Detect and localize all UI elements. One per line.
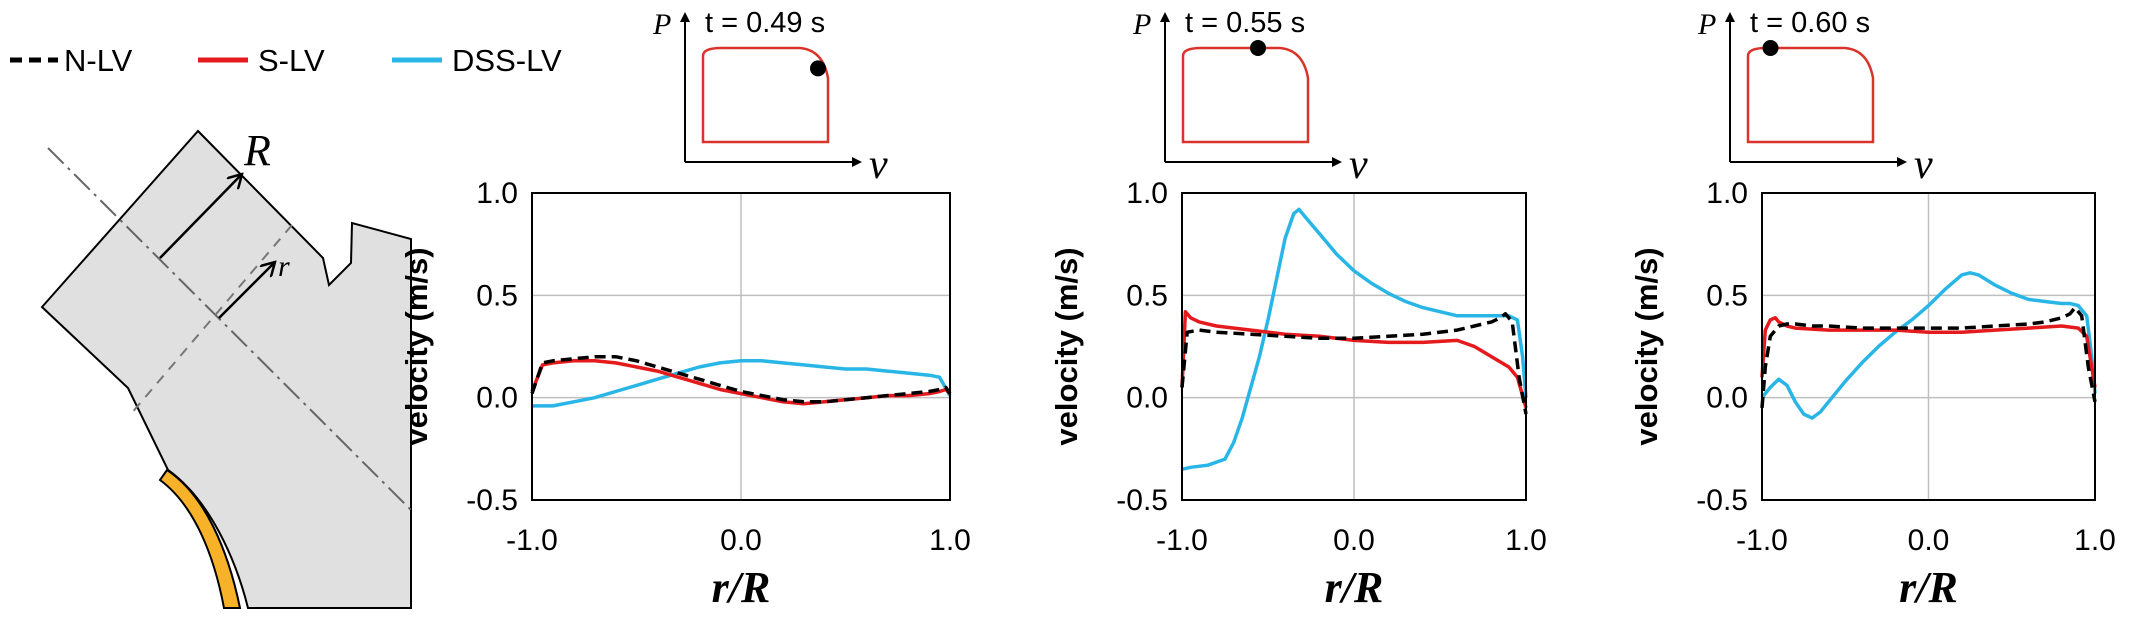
- series-line-s-lv: [530, 359, 952, 406]
- lv-tissue-region: [40, 129, 412, 609]
- lv-schematic: R r: [40, 126, 412, 609]
- pv-loop: [1181, 46, 1310, 144]
- y-tick-label: 1.0: [1126, 177, 1168, 210]
- panel-t049: 1.0 0.5 0.0 -0.5 -1.0 0.0 1.0 velocity (m/s) r/R…: [399, 7, 971, 612]
- x-tick-label: 1.0: [1505, 524, 1547, 557]
- pv-axis-label-p: P: [1697, 8, 1716, 41]
- x-tick-label: -1.0: [1156, 524, 1208, 557]
- x-tick-label: 0.0: [720, 524, 762, 557]
- x-tick-label: 1.0: [929, 524, 971, 557]
- y-tick-label: 0.5: [476, 279, 518, 312]
- x-tick-label: 1.0: [2074, 524, 2116, 557]
- time-label: t = 0.60 s: [1750, 7, 1870, 39]
- y-tick-label: -0.5: [1116, 484, 1168, 517]
- x-tick-label: 0.0: [1908, 524, 1950, 557]
- x-axis-label: r/R: [1899, 563, 1958, 612]
- y-tick-label: 0.5: [1126, 279, 1168, 312]
- y-tick-label: -0.5: [1696, 484, 1748, 517]
- radius-label-outer: R: [243, 126, 271, 175]
- pv-loop-inset: Pv t = 0.55 s: [1132, 7, 1368, 188]
- y-tick-label: 0.0: [1126, 382, 1168, 415]
- y-axis-label: velocity (m/s): [399, 247, 434, 445]
- pv-axis-label-v: v: [1349, 142, 1368, 188]
- y-tick-label: -0.5: [466, 484, 518, 517]
- pv-axis-label-v: v: [869, 142, 888, 188]
- pv-axis-label-p: P: [652, 8, 671, 41]
- legend-label-s-lv: S-LV: [258, 43, 325, 78]
- series-line-s-lv: [1180, 309, 1528, 409]
- y-tick-label: 0.0: [1706, 382, 1748, 415]
- x-tick-label: -1.0: [1736, 524, 1788, 557]
- x-tick-label: -1.0: [506, 524, 558, 557]
- y-axis-label: velocity (m/s): [1629, 247, 1664, 445]
- time-label: t = 0.55 s: [1185, 7, 1305, 39]
- x-tick-label: 0.0: [1333, 524, 1375, 557]
- legend: N-LV S-LV DSS-LV: [10, 43, 562, 78]
- y-tick-label: 0.0: [476, 382, 518, 415]
- x-axis-label: r/R: [1325, 563, 1384, 612]
- x-axis-label: r/R: [712, 563, 771, 612]
- plot-frame: [1181, 192, 1527, 501]
- y-tick-label: 0.5: [1706, 279, 1748, 312]
- y-axis-label: velocity (m/s): [1049, 247, 1084, 445]
- panel-t060: 1.0 0.5 0.0 -0.5 -1.0 0.0 1.0 velocity (m/s) r/R…: [1629, 7, 2116, 612]
- radius-arrow-outer: [159, 174, 242, 259]
- pv-loop-marker: [1250, 40, 1266, 56]
- legend-label-dss-lv: DSS-LV: [452, 43, 562, 78]
- y-tick-label: 1.0: [476, 177, 518, 210]
- series-line-n-lv: [530, 354, 952, 404]
- time-label: t = 0.49 s: [705, 7, 825, 39]
- legend-label-n-lv: N-LV: [64, 43, 133, 78]
- y-tick-label: 1.0: [1706, 177, 1748, 210]
- pv-loop: [701, 46, 830, 144]
- series-line-n-lv: [1760, 305, 2097, 409]
- pv-loop-inset: Pv t = 0.49 s: [652, 7, 888, 188]
- plot-frame: [531, 192, 951, 501]
- radius-arrow-inner: [218, 262, 275, 319]
- pv-loop-inset: Pv t = 0.60 s: [1697, 7, 1933, 188]
- series-line-s-lv: [1760, 316, 2097, 388]
- series-line-n-lv: [1180, 312, 1528, 415]
- pv-axis-label-v: v: [1914, 142, 1933, 188]
- pv-loop-marker: [1762, 40, 1779, 56]
- centerline: [47, 147, 412, 511]
- section-line: [129, 224, 293, 416]
- series-line-dss-lv: [1181, 207, 1528, 472]
- pv-loop: [1746, 46, 1875, 144]
- pv-loop-marker: [810, 60, 826, 77]
- pv-axis-label-p: P: [1132, 8, 1151, 41]
- panel-t055: 1.0 0.5 0.0 -0.5 -1.0 0.0 1.0 velocity (m/s) r/R…: [1049, 7, 1547, 612]
- valve-leaflet: [158, 468, 242, 609]
- series-line-dss-lv: [532, 359, 952, 408]
- plot-frame: [1761, 192, 2096, 501]
- radius-label-inner: r: [278, 250, 290, 283]
- series-line-dss-lv: [1760, 271, 2097, 420]
